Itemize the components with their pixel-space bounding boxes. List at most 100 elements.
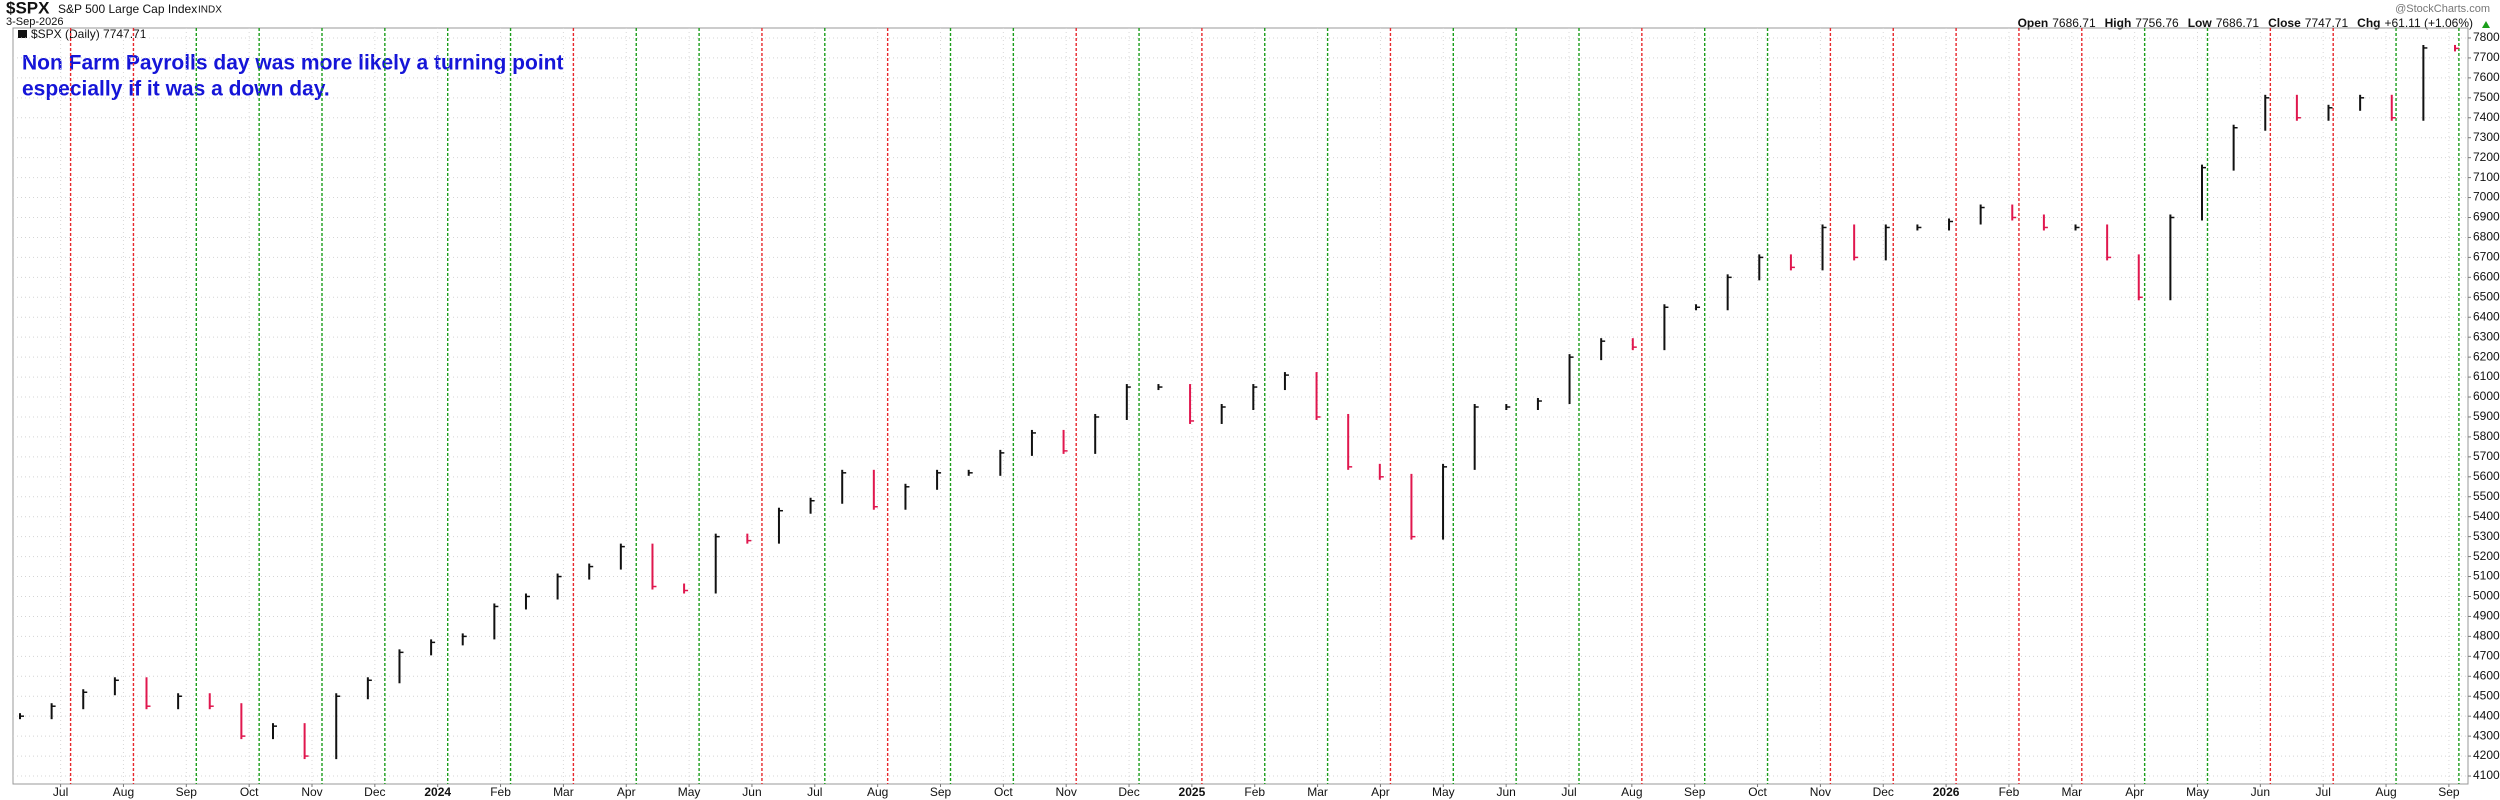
symbol: $SPX <box>6 0 50 17</box>
x-tick-label: Jul <box>1561 785 1576 799</box>
quote-value: +61.11 (+1.06%) <box>2384 16 2473 30</box>
x-tick-label: 2025 <box>1179 785 1206 799</box>
x-tick-label: Feb <box>1244 785 1265 799</box>
x-tick-label: Oct <box>1748 785 1767 799</box>
y-tick-label: 6200 <box>2473 349 2500 363</box>
y-tick-label: 5200 <box>2473 549 2500 563</box>
x-tick-label: Oct <box>994 785 1013 799</box>
y-tick-label: 6100 <box>2473 369 2500 383</box>
y-tick-label: 5100 <box>2473 569 2500 583</box>
legend-swatch <box>18 30 27 38</box>
x-tick-label: Jun <box>2251 785 2270 799</box>
y-tick-label: 6400 <box>2473 309 2500 323</box>
x-tick-label: Aug <box>2375 785 2396 799</box>
plot-area <box>12 27 2469 785</box>
x-tick-label: Mar <box>1307 785 1328 799</box>
x-tick-label: Jun <box>1496 785 1515 799</box>
y-tick-label: 4100 <box>2473 768 2500 782</box>
x-tick-label: Dec <box>1873 785 1894 799</box>
x-tick-label: Jul <box>53 785 68 799</box>
y-tick-label: 6300 <box>2473 329 2500 343</box>
y-tick-label: 5800 <box>2473 429 2500 443</box>
y-tick-label: 7600 <box>2473 70 2500 84</box>
y-tick-label: 7800 <box>2473 30 2500 44</box>
y-tick-label: 4500 <box>2473 688 2500 702</box>
quote-label: Chg <box>2357 16 2380 30</box>
up-arrow <box>2482 21 2490 28</box>
y-tick-label: 5000 <box>2473 589 2500 603</box>
y-tick-label: 6800 <box>2473 230 2500 244</box>
x-tick-label: Nov <box>1056 785 1077 799</box>
quote-value: 7686.71 <box>2216 16 2260 30</box>
quote-value: 7686.71 <box>2052 16 2096 30</box>
y-tick-label: 7400 <box>2473 110 2500 124</box>
quote-label: Close <box>2268 16 2301 30</box>
legend-entry: $SPX (Daily) 7747.71 <box>31 27 147 41</box>
quote-label: Low <box>2188 16 2213 30</box>
x-tick-label: 2026 <box>1933 785 1960 799</box>
x-tick-label: Nov <box>301 785 322 799</box>
quote-label: High <box>2105 16 2132 30</box>
x-tick-label: May <box>678 785 701 799</box>
y-tick-label: 6900 <box>2473 210 2500 224</box>
quote-value: 7747.71 <box>2305 16 2349 30</box>
index-name: S&P 500 Large Cap Index <box>58 2 197 16</box>
x-tick-label: Sep <box>2438 785 2460 799</box>
x-tick-label: Aug <box>113 785 134 799</box>
x-tick-label: Jul <box>807 785 822 799</box>
y-tick-label: 6700 <box>2473 250 2500 264</box>
x-tick-label: Apr <box>1371 785 1390 799</box>
x-tick-label: 2024 <box>424 785 451 799</box>
annotation: Non Farm Payrolls day was more likely a … <box>22 52 563 75</box>
x-tick-label: May <box>2186 785 2209 799</box>
y-tick-label: 7300 <box>2473 130 2500 144</box>
y-tick-label: 4300 <box>2473 728 2500 742</box>
y-tick-label: 6600 <box>2473 270 2500 284</box>
annotation: especially if it was a down day. <box>22 78 330 101</box>
quote-label: Open <box>2018 16 2049 30</box>
y-tick-label: 6000 <box>2473 389 2500 403</box>
y-tick-label: 4800 <box>2473 629 2500 643</box>
y-tick-label: 4200 <box>2473 748 2500 762</box>
x-tick-label: Nov <box>1810 785 1831 799</box>
x-tick-label: Dec <box>1118 785 1139 799</box>
x-tick-label: Mar <box>2061 785 2082 799</box>
y-tick-label: 7100 <box>2473 170 2500 184</box>
x-tick-label: Dec <box>364 785 385 799</box>
x-tick-label: Jul <box>2316 785 2331 799</box>
y-tick-label: 5500 <box>2473 489 2500 503</box>
exchange: INDX <box>198 5 222 16</box>
x-tick-label: Sep <box>1684 785 1706 799</box>
y-tick-label: 6500 <box>2473 289 2500 303</box>
date: 3-Sep-2026 <box>6 16 64 28</box>
x-tick-label: Sep <box>176 785 198 799</box>
x-tick-label: Sep <box>930 785 952 799</box>
x-tick-label: Aug <box>867 785 888 799</box>
x-tick-label: Apr <box>617 785 636 799</box>
y-tick-label: 4700 <box>2473 649 2500 663</box>
y-tick-label: 5300 <box>2473 529 2500 543</box>
x-tick-label: May <box>1432 785 1455 799</box>
y-tick-label: 4400 <box>2473 708 2500 722</box>
y-tick-label: 5600 <box>2473 469 2500 483</box>
watermark: @StockCharts.com <box>2395 3 2490 15</box>
x-tick-label: Aug <box>1621 785 1642 799</box>
x-tick-label: Oct <box>240 785 259 799</box>
x-tick-label: Mar <box>553 785 574 799</box>
y-tick-label: 4900 <box>2473 609 2500 623</box>
y-tick-label: 5900 <box>2473 409 2500 423</box>
quote: Open 7686.71 High 7756.76 Low 7686.71 Close 774… <box>2018 16 2490 30</box>
x-tick-label: Apr <box>2125 785 2144 799</box>
y-tick-label: 5700 <box>2473 449 2500 463</box>
y-tick-label: 7500 <box>2473 90 2500 104</box>
y-tick-label: 7200 <box>2473 150 2500 164</box>
quote-value: 7756.76 <box>2135 16 2179 30</box>
y-tick-label: 7000 <box>2473 190 2500 204</box>
x-tick-label: Feb <box>490 785 511 799</box>
x-tick-label: Jun <box>742 785 761 799</box>
y-tick-label: 4600 <box>2473 668 2500 682</box>
x-tick-label: Feb <box>1999 785 2020 799</box>
y-tick-label: 7700 <box>2473 50 2500 64</box>
y-tick-label: 5400 <box>2473 509 2500 523</box>
